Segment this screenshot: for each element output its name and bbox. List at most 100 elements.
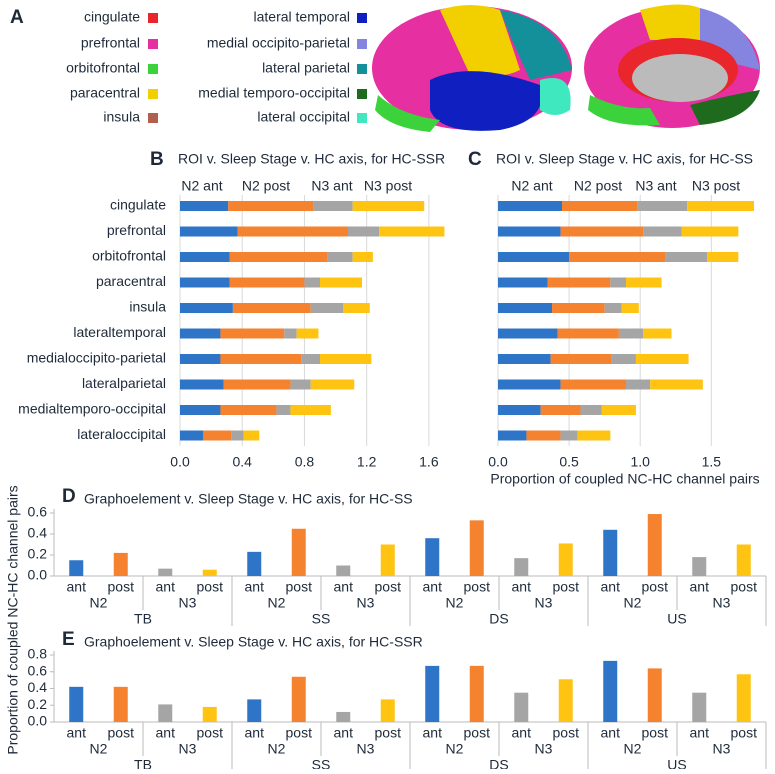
stage-label: N2 [446,741,464,757]
bar-segment [320,354,372,364]
bar-segment [635,354,689,364]
bar [291,676,306,722]
bar [113,686,128,722]
axis-label: post [731,579,758,595]
bar-segment [498,303,553,313]
bar [202,569,217,576]
axis-label: ant [67,725,87,741]
x-tick-label: 0.0 [488,454,508,470]
bar-segment [310,379,355,390]
bar-segment [498,379,561,390]
bar-segment [707,252,739,262]
bar-segment [577,430,611,441]
legend-swatch [148,89,158,99]
stage-label: N2 [624,741,642,757]
series-label: N2 post [574,178,622,194]
panel-label: C [468,149,482,170]
brain-lateral [372,5,572,132]
bar-segment [343,303,370,313]
bar-segment [379,226,445,237]
group-label: TB [134,611,152,627]
bar-segment [604,303,622,313]
y-tick-label: insula [129,299,166,315]
axis-label: post [642,725,669,741]
bar-segment [498,328,558,339]
legend-label: lateral occipital [257,109,350,125]
axis-label: post [197,579,224,595]
y-tick-label: lateralparietal [82,375,166,391]
stage-label: N3 [357,741,375,757]
axis-label: post [286,579,313,595]
bar-segment [547,277,611,288]
y-tick-label: 0.8 [28,646,48,662]
bar-segment [203,430,232,441]
bar-segment [498,277,548,288]
bar-segment [348,226,380,237]
bar [647,514,662,576]
axis-label: ant [334,579,354,595]
bar-segment [313,201,353,211]
axis-label: post [464,725,491,741]
bar-segment [228,201,314,211]
bar-segment [552,303,605,313]
x-tick-label: 1.6 [419,454,439,470]
y-tick-label: 0.4 [28,525,48,541]
y-axis-label: Proportion of coupled NC-HC channel pair… [5,485,21,754]
stage-label: N3 [535,741,553,757]
stage-label: N3 [535,595,553,611]
bar [469,520,484,576]
bar-segment [301,354,320,364]
stage-label: N2 [268,595,286,611]
bar-segment [498,354,551,364]
group-label: TB [134,757,152,769]
axis-label: ant [334,725,354,741]
legend-label: medial temporo-occipital [198,85,350,101]
legend-label: lateral parietal [262,60,350,76]
axis-label: post [286,725,313,741]
bar [558,679,573,722]
series-label: N3 ant [635,178,676,194]
series-label: N2 ant [511,178,552,194]
bar [425,665,440,722]
legend-label: prefrontal [81,35,140,51]
bar [247,699,262,722]
bar-segment [232,303,311,313]
axis-label: post [553,579,580,595]
bar [202,706,217,722]
bar-segment [180,252,230,262]
bar-segment [550,354,612,364]
bar-segment [618,328,644,339]
axis-label: ant [245,579,265,595]
bar-segment [180,354,221,364]
bar [336,711,351,722]
bar-segment [304,277,320,288]
bar-segment [180,201,229,211]
panel-label: B [150,149,164,170]
chart-title: ROI v. Sleep Stage v. HC axis, for HC-SS… [178,151,445,167]
bar-segment [320,277,362,288]
bar-segment [352,252,373,262]
axis-label: post [108,579,135,595]
axis-label: ant [690,725,710,741]
legend-swatch [148,113,158,123]
legend-swatch [357,64,367,74]
bar [692,692,707,722]
bar-segment [569,252,666,262]
axis-label: post [642,579,669,595]
bar-segment [180,328,221,339]
bar-segment [560,430,578,441]
bar-segment [601,405,636,415]
bar-segment [498,430,527,441]
axis-label: ant [156,579,176,595]
bar [158,568,173,576]
y-tick-label: lateraloccipital [77,426,166,442]
bar-segment [687,201,754,211]
x-tick-label: 0.0 [170,454,190,470]
bar-segment [284,328,297,339]
legend-swatch [357,39,367,49]
bar-segment [352,201,425,211]
legend-swatch [148,13,158,23]
legend-swatch [148,39,158,49]
bar [558,543,573,576]
axis-label: ant [690,579,710,595]
